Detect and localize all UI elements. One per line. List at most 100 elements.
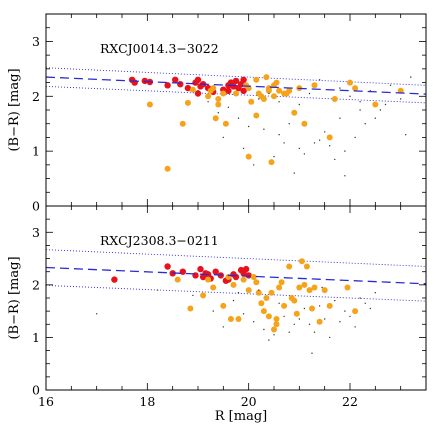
small-point xyxy=(313,142,316,144)
orange-point xyxy=(293,310,300,317)
small-point xyxy=(344,175,346,177)
orange-point xyxy=(326,302,333,309)
orange-point xyxy=(311,284,318,291)
small-point xyxy=(324,131,326,133)
red-sequence-fit-line xyxy=(45,76,427,95)
orange-point xyxy=(286,263,293,270)
small-point xyxy=(273,155,275,158)
red-point xyxy=(240,87,247,95)
orange-point xyxy=(326,134,333,141)
y-tick-label: 2 xyxy=(32,277,40,292)
orange-point xyxy=(265,313,272,320)
red-point xyxy=(197,265,204,273)
small-point xyxy=(405,134,407,136)
small-point xyxy=(389,84,392,87)
y-tick-label: 1 xyxy=(32,330,40,345)
red-point xyxy=(194,76,202,84)
orange-point xyxy=(146,101,153,108)
orange-point xyxy=(207,87,214,94)
orange-point xyxy=(347,79,353,86)
red-point xyxy=(225,87,232,95)
red-point xyxy=(184,84,192,92)
orange-point xyxy=(344,284,351,291)
red-point xyxy=(179,268,186,275)
orange-point xyxy=(278,279,285,286)
small-point xyxy=(288,123,290,125)
orange-point xyxy=(184,99,191,106)
orange-point xyxy=(296,284,303,291)
orange-point xyxy=(174,276,181,283)
orange-point xyxy=(200,292,207,299)
orange-point xyxy=(301,281,308,288)
orange-point xyxy=(212,115,219,122)
small-point xyxy=(263,128,265,130)
orange-point xyxy=(352,85,359,92)
small-point xyxy=(308,92,311,95)
orange-point xyxy=(291,109,298,116)
orange-point xyxy=(301,120,308,127)
small-point xyxy=(354,136,356,139)
small-point xyxy=(303,307,306,310)
small-point xyxy=(400,98,402,100)
small-point xyxy=(359,109,361,111)
orange-point xyxy=(352,308,359,315)
orange-point xyxy=(283,90,290,97)
small-point xyxy=(248,125,250,128)
orange-point xyxy=(298,258,305,265)
small-point xyxy=(258,289,260,291)
small-point xyxy=(298,318,300,320)
small-point xyxy=(293,172,295,174)
orange-point xyxy=(210,284,217,291)
orange-point xyxy=(227,316,234,322)
orange-point xyxy=(263,74,270,81)
orange-point xyxy=(215,101,222,108)
small-point xyxy=(242,147,245,150)
orange-point xyxy=(331,96,338,102)
red-point xyxy=(164,82,171,89)
small-point xyxy=(253,321,255,323)
small-point xyxy=(273,334,275,336)
small-point xyxy=(339,87,341,89)
small-point xyxy=(303,153,306,155)
small-point xyxy=(227,106,230,109)
small-point xyxy=(217,112,219,114)
small-point xyxy=(318,79,321,81)
small-point xyxy=(344,150,346,152)
small-point xyxy=(311,352,313,354)
small-point xyxy=(253,164,255,166)
orange-point xyxy=(220,302,227,309)
small-point xyxy=(318,305,321,307)
red-point xyxy=(172,76,179,84)
orange-point xyxy=(233,90,239,97)
y-axis-label: (B−R) [mag] xyxy=(7,68,22,151)
small-point xyxy=(334,299,336,302)
small-point xyxy=(339,321,341,323)
small-point xyxy=(222,136,224,139)
x-tick-label: 16 xyxy=(38,394,54,409)
small-point xyxy=(298,147,300,150)
orange-point xyxy=(189,86,196,93)
orange-point xyxy=(260,308,267,315)
orange-point xyxy=(255,289,262,296)
small-point xyxy=(237,292,240,294)
orange-point xyxy=(321,287,328,294)
small-point xyxy=(237,117,240,119)
red-point xyxy=(240,76,247,84)
orange-point xyxy=(276,87,283,94)
orange-point xyxy=(271,326,277,333)
orange-point xyxy=(250,274,257,280)
small-point xyxy=(212,310,214,312)
small-point xyxy=(318,139,321,141)
small-point xyxy=(344,310,346,312)
orange-point xyxy=(220,90,227,97)
small-point xyxy=(293,323,295,325)
orange-point xyxy=(187,305,194,312)
orange-point xyxy=(240,276,247,283)
small-point xyxy=(374,117,376,119)
orange-point xyxy=(288,295,295,301)
red-sequence-fit-line xyxy=(45,266,427,285)
red-point xyxy=(164,263,171,270)
small-point xyxy=(278,101,280,103)
small-point xyxy=(288,331,290,333)
